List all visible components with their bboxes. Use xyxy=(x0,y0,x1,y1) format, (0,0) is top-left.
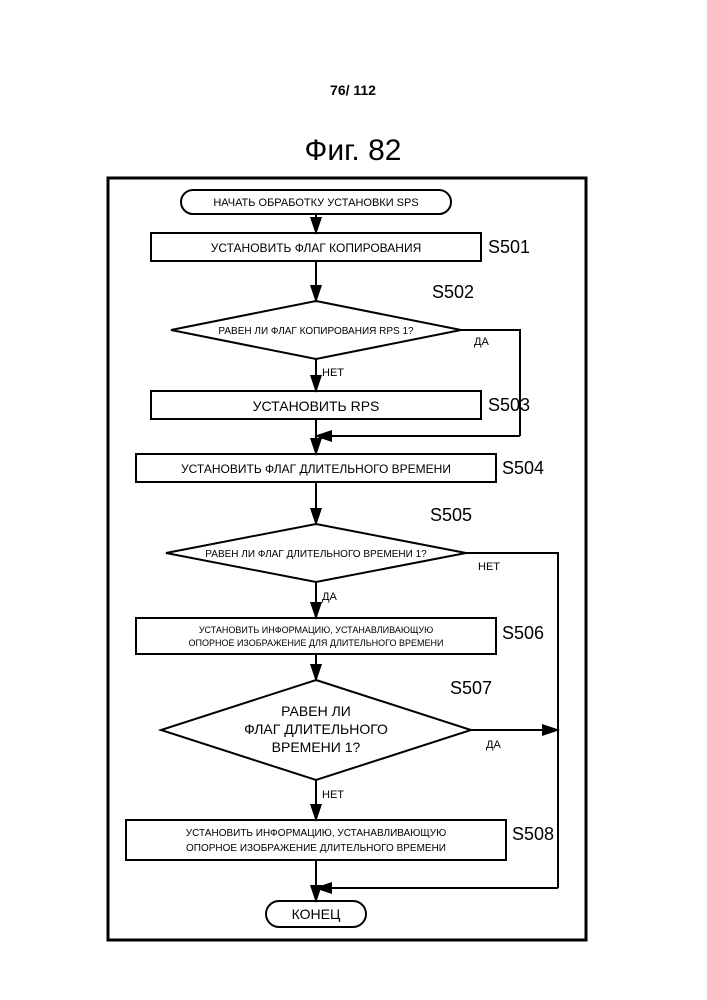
process-s501: УСТАНОВИТЬ ФЛАГ КОПИРОВАНИЯ S501 xyxy=(151,233,530,261)
end-terminator: КОНЕЦ xyxy=(266,901,366,927)
s504-label: УСТАНОВИТЬ ФЛАГ ДЛИТЕЛЬНОГО ВРЕМЕНИ xyxy=(181,462,451,476)
s507-label-3: ВРЕМЕНИ 1? xyxy=(272,739,361,755)
start-label: НАЧАТЬ ОБРАБОТКУ УСТАНОВКИ SPS xyxy=(213,197,418,209)
s504-step: S504 xyxy=(502,458,544,478)
s501-step: S501 xyxy=(488,237,530,257)
s507-step: S507 xyxy=(450,678,492,698)
s506-step: S506 xyxy=(502,623,544,643)
page: 76/ 112 Фиг. 82 НАЧАТЬ ОБРАБОТКУ УСТАНОВ… xyxy=(0,0,707,1000)
s505-step: S505 xyxy=(430,505,472,525)
s501-label: УСТАНОВИТЬ ФЛАГ КОПИРОВАНИЯ xyxy=(211,241,422,255)
process-s504: УСТАНОВИТЬ ФЛАГ ДЛИТЕЛЬНОГО ВРЕМЕНИ S504 xyxy=(136,454,544,482)
s507-yes: ДА xyxy=(486,739,501,751)
s503-step: S503 xyxy=(488,395,530,415)
s507-label-1: РАВЕН ЛИ xyxy=(281,703,351,719)
s505-yes: ДА xyxy=(322,591,337,603)
s503-label: УСТАНОВИТЬ RPS xyxy=(253,398,380,414)
start-terminator: НАЧАТЬ ОБРАБОТКУ УСТАНОВКИ SPS xyxy=(181,190,451,214)
process-s503: УСТАНОВИТЬ RPS S503 xyxy=(151,391,530,419)
decision-s502: РАВЕН ЛИ ФЛАГ КОПИРОВАНИЯ RPS 1? S502 ДА… xyxy=(171,282,489,379)
flowchart-svg: 76/ 112 Фиг. 82 НАЧАТЬ ОБРАБОТКУ УСТАНОВ… xyxy=(0,0,707,1000)
s505-no: НЕТ xyxy=(478,561,500,573)
s502-label: РАВЕН ЛИ ФЛАГ КОПИРОВАНИЯ RPS 1? xyxy=(218,326,414,337)
s508-label-1: УСТАНОВИТЬ ИНФОРМАЦИЮ, УСТАНАВЛИВАЮЩУЮ xyxy=(186,828,446,839)
s506-label-1: УСТАНОВИТЬ ИНФОРМАЦИЮ, УСТАНАВЛИВАЮЩУЮ xyxy=(199,625,433,635)
s502-no: НЕТ xyxy=(322,367,344,379)
page-number: 76/ 112 xyxy=(330,82,376,98)
figure-title: Фиг. 82 xyxy=(305,134,402,167)
process-s508: УСТАНОВИТЬ ИНФОРМАЦИЮ, УСТАНАВЛИВАЮЩУЮ О… xyxy=(126,820,554,860)
process-s506: УСТАНОВИТЬ ИНФОРМАЦИЮ, УСТАНАВЛИВАЮЩУЮ О… xyxy=(136,618,544,654)
s508-label-2: ОПОРНОЕ ИЗОБРАЖЕНИЕ ДЛИТЕЛЬНОГО ВРЕМЕНИ xyxy=(186,843,446,854)
s506-label-2: ОПОРНОЕ ИЗОБРАЖЕНИЕ ДЛЯ ДЛИТЕЛЬНОГО ВРЕМ… xyxy=(188,638,443,648)
end-label: КОНЕЦ xyxy=(292,906,341,922)
decision-s505: РАВЕН ЛИ ФЛАГ ДЛИТЕЛЬНОГО ВРЕМЕНИ 1? S50… xyxy=(166,505,500,603)
s505-label: РАВЕН ЛИ ФЛАГ ДЛИТЕЛЬНОГО ВРЕМЕНИ 1? xyxy=(205,549,427,560)
s507-no: НЕТ xyxy=(322,789,344,801)
edge-502-yes xyxy=(461,330,520,436)
s502-yes: ДА xyxy=(474,336,489,348)
decision-s507: РАВЕН ЛИ ФЛАГ ДЛИТЕЛЬНОГО ВРЕМЕНИ 1? S50… xyxy=(161,678,501,801)
s507-label-2: ФЛАГ ДЛИТЕЛЬНОГО xyxy=(244,721,388,737)
s502-step: S502 xyxy=(432,282,474,302)
s508-step: S508 xyxy=(512,824,554,844)
